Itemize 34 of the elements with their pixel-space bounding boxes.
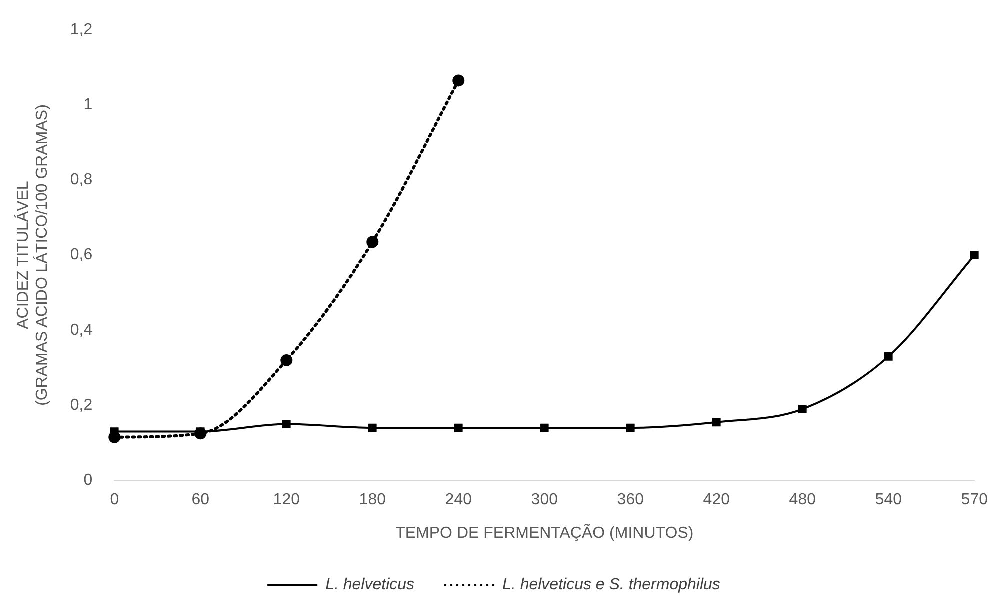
x-tick-label: 240 [445,492,472,509]
x-axis-title: TEMPO DE FERMENTAÇÃO (MINUTOS) [396,522,694,542]
point [712,418,721,427]
y-axis-title: ACIDEZ TITULÁVEL (GRAMAS ACIDO LÁTICO/100 GRAMAS) [14,104,52,406]
point [970,251,979,260]
legend-label: L. helveticus [326,576,415,594]
legend-label: L. helveticus e S. thermophilus [502,576,720,594]
y-tick-label: 0,8 [70,172,93,189]
point [884,352,893,361]
point [452,74,465,87]
x-tick-label: 120 [273,492,300,509]
x-tick-label: 300 [531,492,558,509]
x-tick-label: 420 [703,492,730,509]
y-tick-label: 1 [84,96,93,114]
x-tick-label: 570 [961,492,988,509]
point [280,354,293,366]
x-tick-label: 0 [110,492,120,509]
y-tick-label: 0,4 [70,322,93,339]
x-tick-label: 360 [617,492,644,509]
point [454,424,463,432]
y-tick-label: 0,2 [70,396,93,414]
point [282,420,291,428]
x-tick-label: 180 [359,492,386,509]
point [626,424,635,432]
y-tick-label: 0 [84,472,93,490]
point [540,424,549,432]
x-tick-label: 480 [789,492,816,509]
y-tick-label: 1,2 [70,21,93,38]
point [366,236,379,248]
point [798,405,807,414]
point [368,424,377,432]
x-tick-label: 60 [192,492,210,509]
x-tick-label: 540 [875,492,902,509]
y-tick-label: 0,6 [70,246,93,264]
